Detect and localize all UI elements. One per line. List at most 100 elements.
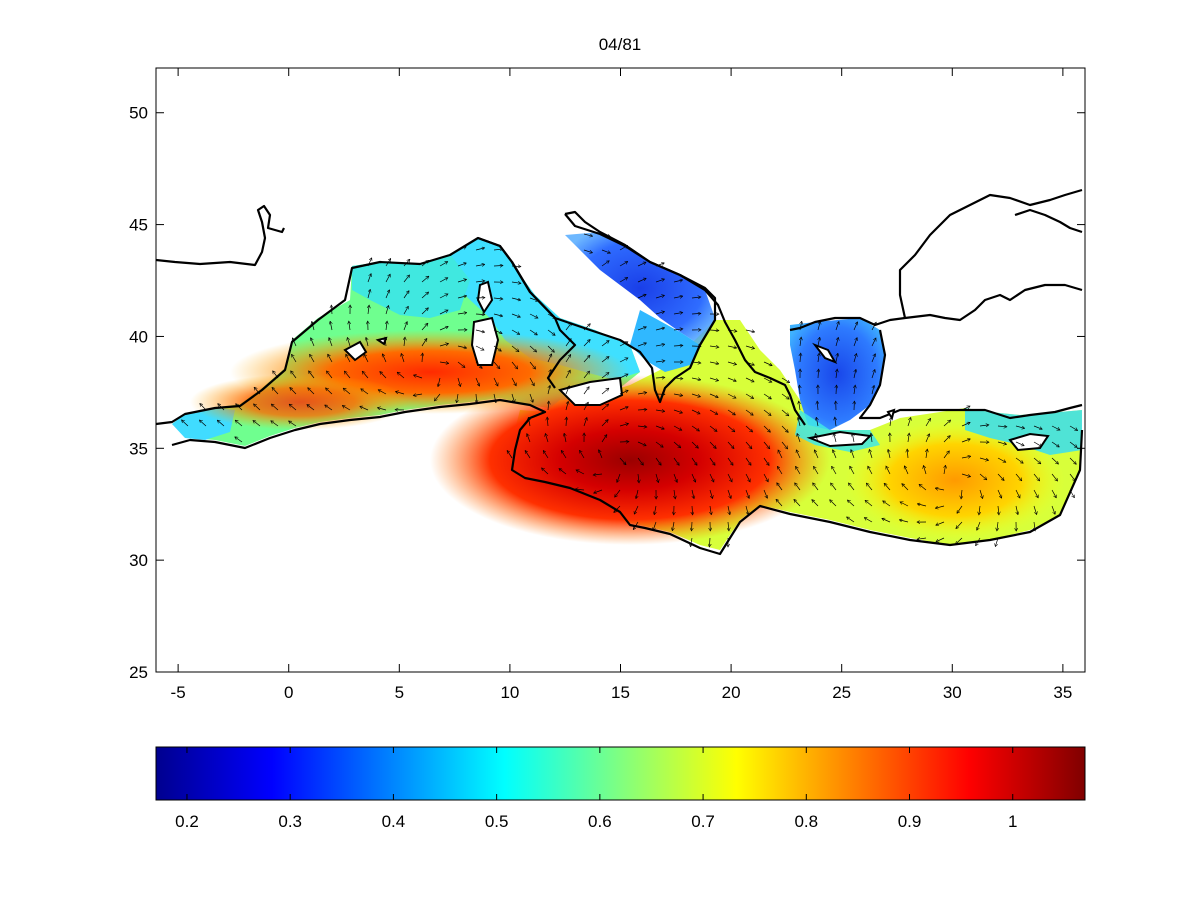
- velocity-arrow: [439, 294, 448, 299]
- velocity-arrow: [691, 378, 701, 380]
- velocity-arrow: [271, 421, 279, 427]
- velocity-arrow: [511, 377, 516, 386]
- sardinia: [470, 316, 500, 366]
- velocity-arrow: [218, 420, 225, 427]
- velocity-arrow: [383, 354, 387, 363]
- velocity-arrow: [673, 473, 677, 482]
- velocity-arrow: [601, 404, 608, 411]
- velocity-arrow: [529, 361, 535, 369]
- velocity-arrow: [330, 322, 332, 331]
- velocity-arrow: [637, 393, 647, 395]
- velocity-arrow: [868, 466, 873, 475]
- velocity-arrow: [997, 426, 1007, 427]
- velocity-arrow: [977, 521, 981, 530]
- velocity-arrow: [542, 468, 549, 475]
- velocity-arrow: [637, 343, 646, 347]
- velocity-arrow: [818, 353, 819, 363]
- velocity-arrow: [763, 489, 767, 498]
- velocity-arrow: [691, 425, 699, 431]
- velocity-arrow: [475, 314, 485, 315]
- velocity-arrow: [847, 517, 855, 523]
- velocity-arrow: [601, 357, 609, 363]
- colorbar-tick-label: 0.9: [898, 812, 922, 831]
- velocity-arrow: [727, 441, 734, 448]
- velocity-arrow: [1069, 441, 1077, 447]
- velocity-arrow: [871, 354, 875, 363]
- velocity-arrow: [794, 500, 801, 507]
- velocity-arrow: [511, 313, 520, 317]
- velocity-arrow: [918, 504, 927, 507]
- velocity-arrow: [511, 361, 518, 369]
- velocity-arrow: [289, 404, 297, 411]
- velocity-arrow: [349, 321, 350, 331]
- velocity-arrow: [601, 249, 610, 253]
- velocity-arrow: [414, 375, 423, 379]
- velocity-arrow: [475, 248, 484, 251]
- velocity-arrow: [548, 401, 549, 411]
- velocity-arrow: [564, 434, 566, 443]
- velocity-arrow: [528, 418, 530, 427]
- colorbar-fill: [155, 746, 1086, 801]
- velocity-arrow: [421, 324, 428, 331]
- velocity-arrow: [308, 388, 315, 395]
- velocity-arrow: [997, 521, 998, 531]
- velocity-arrow: [325, 405, 333, 411]
- levantine-core: [845, 420, 1065, 540]
- velocity-arrow: [493, 361, 500, 369]
- velocity-arrow: [615, 489, 621, 497]
- velocity-arrow: [692, 489, 694, 498]
- velocity-arrow: [709, 377, 718, 381]
- ligurian-field: [352, 254, 470, 318]
- velocity-arrow: [976, 537, 981, 546]
- velocity-arrow: [619, 246, 627, 251]
- velocity-arrow: [583, 233, 592, 236]
- velocity-arrow: [832, 467, 837, 475]
- velocity-arrow: [709, 441, 716, 448]
- velocity-arrow: [327, 371, 333, 379]
- velocity-arrow: [979, 457, 988, 460]
- velocity-arrow: [926, 449, 927, 459]
- velocity-arrow: [854, 370, 856, 379]
- velocity-arrow: [403, 322, 407, 331]
- velocity-arrow: [583, 402, 588, 411]
- velocity-arrow: [565, 323, 571, 331]
- velocity-arrow: [511, 345, 519, 352]
- velocity-arrow: [796, 467, 801, 475]
- velocity-arrow: [882, 519, 891, 523]
- velocity-arrow: [633, 521, 639, 529]
- velocity-arrow: [997, 457, 1006, 462]
- velocity-arrow: [830, 500, 837, 507]
- velocity-arrow: [1051, 457, 1058, 464]
- velocity-arrow: [397, 372, 405, 379]
- x-axis: -5 0 5 10 15 20 25 30 35: [171, 68, 1072, 702]
- velocity-arrow: [849, 483, 855, 491]
- velocity-arrow: [403, 275, 409, 283]
- velocity-arrow: [745, 505, 748, 514]
- velocity-arrow: [310, 355, 315, 363]
- velocity-arrow: [619, 390, 628, 395]
- aegean-coast: [789, 283, 1083, 332]
- velocity-arrow: [435, 393, 441, 401]
- velocity-arrow: [583, 356, 590, 363]
- velocity-arrow: [835, 322, 839, 331]
- velocity-arrow: [601, 435, 607, 443]
- velocity-arrow: [547, 417, 548, 427]
- velocity-arrow: [457, 361, 465, 367]
- velocity-arrow: [655, 312, 664, 315]
- velocity-arrow: [583, 418, 587, 427]
- velocity-arrow: [565, 386, 569, 395]
- velocity-arrow: [182, 420, 189, 427]
- velocity-arrow: [1033, 425, 1042, 429]
- velocity-arrow: [386, 321, 387, 331]
- velocity-arrow: [853, 338, 857, 347]
- velocity-arrow: [1015, 489, 1020, 498]
- velocity-arrow: [936, 521, 945, 525]
- velocity-arrow: [548, 386, 550, 395]
- velocity-arrow: [727, 473, 732, 482]
- velocity-arrow: [781, 409, 789, 416]
- x-tick-label: 25: [832, 683, 851, 702]
- velocity-arrow: [763, 393, 771, 399]
- velocity-arrow: [637, 278, 646, 283]
- velocity-arrow: [961, 406, 970, 411]
